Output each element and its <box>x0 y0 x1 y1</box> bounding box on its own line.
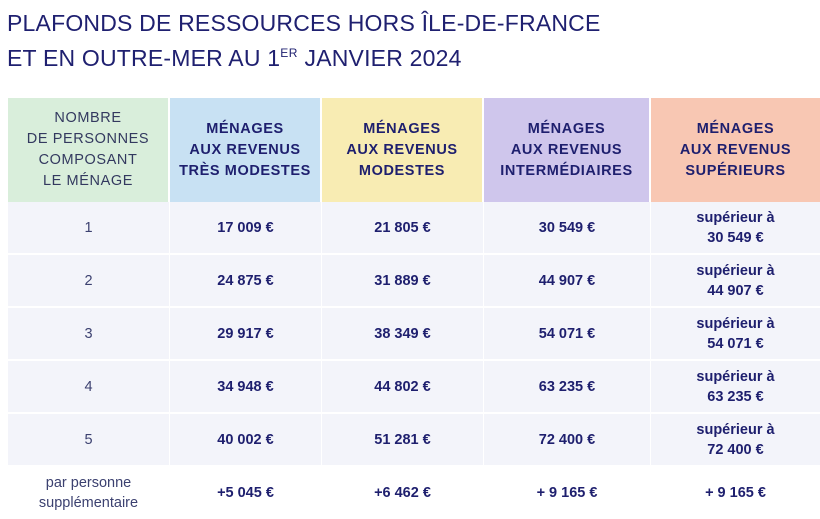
household-size-cell: 1 <box>8 202 170 255</box>
header-superieurs: MÉNAGES AUX REVENUS SUPÉRIEURS <box>651 98 820 202</box>
header-line: TRÈS MODESTES <box>179 162 311 179</box>
header-line: AUX REVENUS <box>510 141 623 158</box>
modestes-cell: 51 281 € <box>322 414 484 467</box>
modestes-cell: 44 802 € <box>322 361 484 414</box>
title-line-1: PLAFONDS DE RESSOURCES HORS ÎLE-DE-FRANC… <box>7 10 601 36</box>
table-row: 3 29 917 € 38 349 € 54 071 € supérieur à… <box>8 308 820 361</box>
header-line: DE PERSONNES <box>26 131 150 147</box>
intermediaires-cell: 72 400 € <box>484 414 651 467</box>
header-line: MODESTES <box>358 162 446 179</box>
header-tres-modestes: MÉNAGES AUX REVENUS TRÈS MODESTES <box>170 98 322 202</box>
extra-person-label-line: par personne <box>45 474 132 491</box>
superieurs-cell: supérieur à 54 071 € <box>651 308 820 361</box>
title-line-2-end: JANVIER 2024 <box>297 45 462 71</box>
superieurs-label: supérieur à <box>696 209 775 226</box>
superieurs-label: supérieur à <box>696 315 775 332</box>
modestes-extra-cell: +6 462 € <box>322 467 484 518</box>
superieurs-cell: supérieur à 72 400 € <box>651 414 820 467</box>
table-row: 1 17 009 € 21 805 € 30 549 € supérieur à… <box>8 202 820 255</box>
title-line-2-start: ET EN OUTRE-MER AU 1 <box>7 45 281 71</box>
superieurs-value: 72 400 € <box>707 441 764 458</box>
title-line-2: ET EN OUTRE-MER AU 1ER JANVIER 2024 <box>7 38 601 73</box>
modestes-cell: 31 889 € <box>322 255 484 308</box>
tres-modestes-extra-cell: +5 045 € <box>170 467 322 518</box>
superieurs-cell: supérieur à 30 549 € <box>651 202 820 255</box>
page-title: PLAFONDS DE RESSOURCES HORS ÎLE-DE-FRANC… <box>7 8 601 73</box>
intermediaires-extra-cell: + 9 165 € <box>484 467 651 518</box>
superieurs-cell: supérieur à 63 235 € <box>651 361 820 414</box>
superieurs-value: 30 549 € <box>707 229 764 246</box>
superieurs-extra-cell: + 9 165 € <box>651 467 820 518</box>
superieurs-value: 54 071 € <box>707 335 764 352</box>
header-line: COMPOSANT <box>38 152 138 168</box>
superieurs-value: 63 235 € <box>707 388 764 405</box>
modestes-cell: 38 349 € <box>322 308 484 361</box>
header-line: SUPÉRIEURS <box>685 162 786 179</box>
tres-modestes-cell: 29 917 € <box>170 308 322 361</box>
header-line: MÉNAGES <box>206 120 284 137</box>
table-row: 2 24 875 € 31 889 € 44 907 € supérieur à… <box>8 255 820 308</box>
intermediaires-cell: 30 549 € <box>484 202 651 255</box>
tres-modestes-cell: 40 002 € <box>170 414 322 467</box>
header-line: MÉNAGES <box>696 120 775 137</box>
header-intermediaires: MÉNAGES AUX REVENUS INTERMÉDIAIRES <box>484 98 651 202</box>
tres-modestes-cell: 17 009 € <box>170 202 322 255</box>
header-line: LE MÉNAGE <box>42 173 133 189</box>
extra-person-label-cell: par personne supplémentaire <box>8 467 170 518</box>
intermediaires-cell: 54 071 € <box>484 308 651 361</box>
tres-modestes-cell: 24 875 € <box>170 255 322 308</box>
header-modestes: MÉNAGES AUX REVENUS MODESTES <box>322 98 484 202</box>
superieurs-label: supérieur à <box>696 262 775 279</box>
table-row-extra-person: par personne supplémentaire +5 045 € +6 … <box>8 467 820 518</box>
header-line: INTERMÉDIAIRES <box>500 162 633 179</box>
header-line: AUX REVENUS <box>679 141 792 158</box>
header-household-size: NOMBRE DE PERSONNES COMPOSANT LE MÉNAGE <box>8 98 170 202</box>
household-size-cell: 2 <box>8 255 170 308</box>
income-ceilings-table: NOMBRE DE PERSONNES COMPOSANT LE MÉNAGE … <box>8 98 820 518</box>
household-size-cell: 5 <box>8 414 170 467</box>
header-line: AUX REVENUS <box>189 141 301 158</box>
header-line: MÉNAGES <box>363 120 441 137</box>
tres-modestes-cell: 34 948 € <box>170 361 322 414</box>
header-line: MÉNAGES <box>527 120 606 137</box>
table-row: 5 40 002 € 51 281 € 72 400 € supérieur à… <box>8 414 820 467</box>
intermediaires-cell: 44 907 € <box>484 255 651 308</box>
title-superscript: ER <box>280 46 298 60</box>
header-row: NOMBRE DE PERSONNES COMPOSANT LE MÉNAGE … <box>8 98 820 202</box>
household-size-cell: 4 <box>8 361 170 414</box>
superieurs-cell: supérieur à 44 907 € <box>651 255 820 308</box>
superieurs-value: 44 907 € <box>707 282 764 299</box>
intermediaires-cell: 63 235 € <box>484 361 651 414</box>
header-line: NOMBRE <box>54 110 122 126</box>
header-line: AUX REVENUS <box>346 141 458 158</box>
table-row: 4 34 948 € 44 802 € 63 235 € supérieur à… <box>8 361 820 414</box>
extra-person-label-line: supplémentaire <box>38 494 139 511</box>
superieurs-label: supérieur à <box>696 368 775 385</box>
modestes-cell: 21 805 € <box>322 202 484 255</box>
household-size-cell: 3 <box>8 308 170 361</box>
superieurs-label: supérieur à <box>696 421 775 438</box>
